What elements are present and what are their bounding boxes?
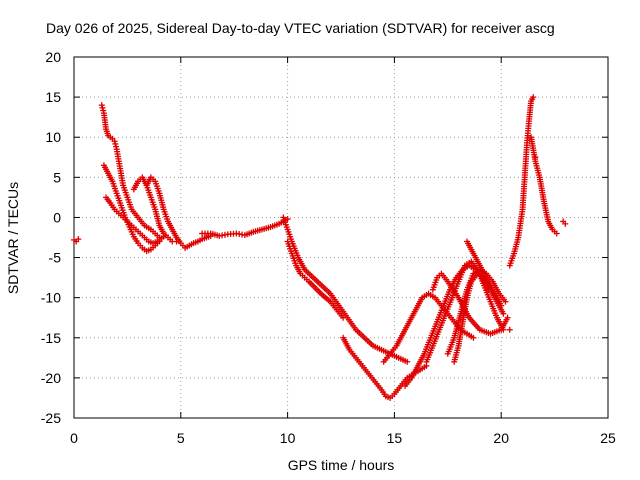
data-point (530, 94, 537, 101)
x-axis-label: GPS time / hours (288, 457, 395, 473)
ticks: 0 5 10 15 20 25 20 15 10 5 0 -5 -10 -15 -20 -25 (41, 49, 616, 446)
chart-title: Day 026 of 2025, Sidereal Day-to-day VTE… (46, 20, 555, 36)
data-point (532, 154, 539, 161)
y-tick-label: 15 (45, 89, 61, 105)
x-tick-label: 20 (493, 430, 509, 446)
series-dip (340, 334, 430, 401)
data-point (284, 216, 291, 223)
series-late-rise (506, 94, 537, 269)
x-tick-label: 0 (70, 430, 78, 446)
y-tick-label: -25 (41, 410, 61, 426)
data-point (562, 220, 569, 227)
series-arc-h (429, 270, 511, 337)
data-point (504, 314, 511, 321)
data-point (498, 302, 505, 309)
y-tick-label: -10 (41, 290, 61, 306)
series-arc-j (464, 238, 505, 309)
data-point (404, 358, 411, 365)
data-point (75, 236, 82, 243)
y-tick-label: -20 (41, 370, 61, 386)
data-point (111, 138, 118, 145)
x-tick-label: 25 (600, 430, 616, 446)
y-tick-label: -5 (49, 250, 62, 266)
data-point (470, 334, 477, 341)
data-marks (71, 94, 569, 401)
series-start (71, 236, 82, 245)
data-point (500, 310, 507, 317)
data-point (100, 107, 107, 114)
data-point (340, 314, 347, 321)
grid (74, 57, 608, 418)
series-rise-a (380, 290, 477, 365)
data-point (113, 143, 120, 150)
data-point (98, 102, 105, 109)
y-tick-label: 5 (53, 169, 61, 185)
data-point (553, 230, 560, 237)
x-tick-label: 10 (280, 430, 296, 446)
plot-frame (73, 56, 609, 419)
y-tick-label: 20 (45, 49, 61, 65)
data-point (112, 140, 119, 147)
series-arc-g (284, 238, 347, 321)
x-tick-label: 5 (177, 430, 185, 446)
y-axis-label: SDTVAR / TECUs (5, 182, 21, 294)
series-arc-e (143, 174, 214, 251)
series-arc-a (98, 102, 163, 241)
y-tick-label: -15 (41, 330, 61, 346)
x-tick-label: 15 (387, 430, 403, 446)
y-tick-label: 0 (53, 209, 61, 225)
data-point (502, 298, 509, 305)
data-point (506, 326, 513, 333)
y-tick-label: 10 (45, 129, 61, 145)
data-point (99, 104, 106, 111)
series-isolated (506, 154, 569, 333)
series-late-fall (528, 134, 560, 237)
series-plateau (199, 216, 291, 239)
